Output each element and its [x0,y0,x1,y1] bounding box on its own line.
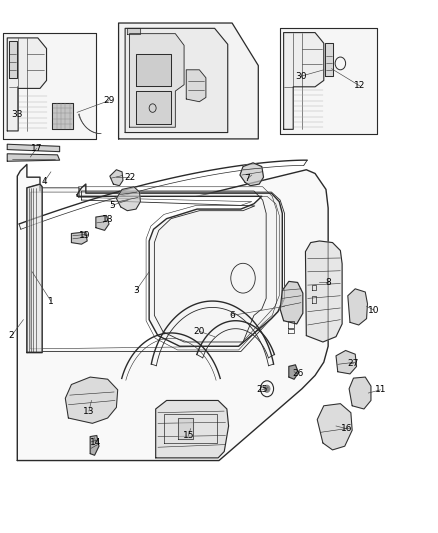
Polygon shape [280,281,303,324]
Text: 27: 27 [348,359,359,368]
Polygon shape [30,192,279,349]
Polygon shape [119,23,258,139]
Text: 6: 6 [229,311,235,320]
Polygon shape [71,232,87,244]
Text: 22: 22 [124,173,135,182]
Text: 12: 12 [354,81,365,90]
Text: 20: 20 [194,327,205,336]
Text: 16: 16 [341,424,352,433]
Text: 15: 15 [183,431,194,440]
Polygon shape [52,103,73,130]
Polygon shape [27,184,285,352]
Text: 4: 4 [42,177,47,186]
Text: 25: 25 [256,385,268,394]
Polygon shape [136,91,171,124]
Polygon shape [280,28,377,134]
Polygon shape [7,154,60,161]
Polygon shape [7,38,46,131]
Polygon shape [177,418,193,439]
Text: 30: 30 [295,71,307,80]
Text: 14: 14 [90,439,102,448]
Polygon shape [186,70,206,102]
Text: 18: 18 [102,215,113,224]
Polygon shape [96,215,109,230]
Polygon shape [65,377,118,423]
Text: 10: 10 [368,305,380,314]
Text: 13: 13 [83,407,95,416]
Polygon shape [305,241,342,342]
Text: 17: 17 [31,144,42,153]
Polygon shape [240,163,264,185]
Text: 19: 19 [79,231,90,240]
Polygon shape [348,289,367,325]
Polygon shape [27,184,42,353]
Text: 26: 26 [292,369,303,378]
Polygon shape [127,28,141,34]
Text: 1: 1 [48,296,54,305]
Polygon shape [289,365,298,379]
Polygon shape [90,435,99,455]
Polygon shape [117,187,141,211]
Circle shape [264,385,270,392]
Polygon shape [325,43,332,76]
Text: 7: 7 [244,174,250,183]
Text: 8: 8 [325,278,331,287]
Polygon shape [7,144,60,152]
Polygon shape [336,351,357,374]
Polygon shape [136,54,171,86]
Polygon shape [130,34,184,127]
Text: 33: 33 [11,110,23,119]
Polygon shape [349,377,371,409]
Text: 11: 11 [375,385,386,394]
Polygon shape [125,28,228,133]
Text: 3: 3 [133,286,139,295]
Polygon shape [17,165,328,461]
Polygon shape [77,184,283,346]
Polygon shape [317,403,352,450]
Polygon shape [110,169,123,185]
Text: 29: 29 [103,96,115,105]
Text: 5: 5 [109,201,115,210]
Polygon shape [9,41,17,78]
Polygon shape [155,400,229,458]
Text: 2: 2 [9,331,14,340]
Polygon shape [284,33,324,130]
Polygon shape [3,33,96,139]
